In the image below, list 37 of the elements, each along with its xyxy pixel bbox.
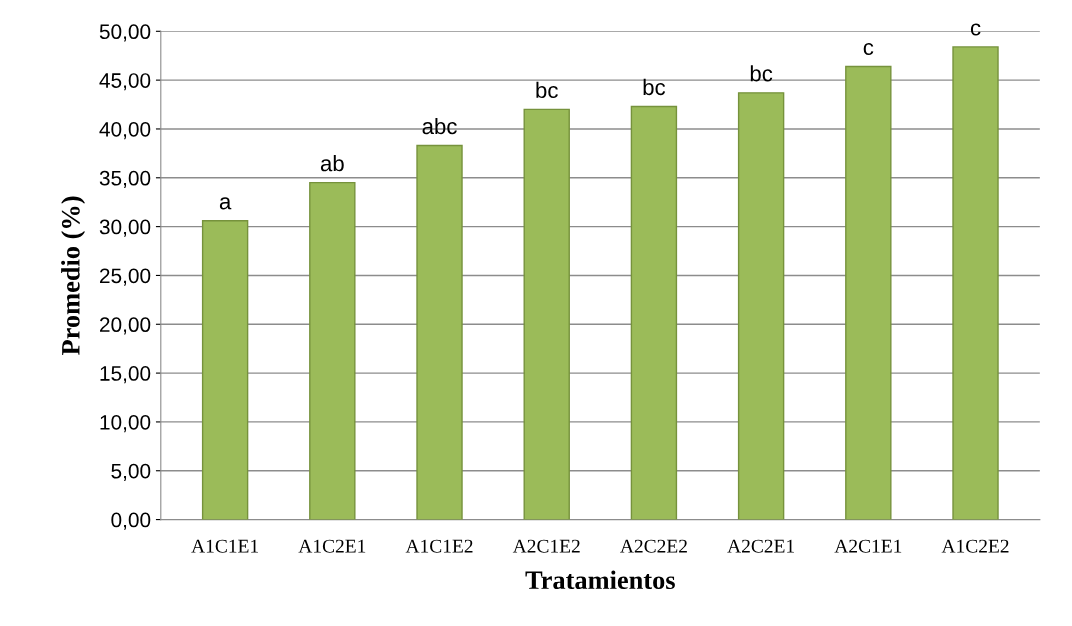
annotation: abc — [422, 117, 457, 135]
bar — [845, 65, 892, 520]
annotation: a — [219, 197, 232, 210]
y-tick-label: 0,00 — [111, 512, 151, 530]
x-tick-label: A1C1E1 — [191, 539, 258, 553]
x-tick-label: A1C1E2 — [405, 539, 473, 553]
bar — [630, 105, 678, 520]
annotation: ab — [320, 155, 344, 172]
y-tick-label: 10,00 — [100, 414, 151, 433]
bar — [737, 92, 785, 520]
annotation: c — [970, 23, 981, 36]
y-tick-label: 45,00 — [99, 73, 151, 91]
x-axis-title: Tratamientos — [525, 570, 675, 590]
x-tick-label: A2C1E2 — [512, 539, 580, 553]
y-tick-label: 35,00 — [99, 170, 151, 188]
annotation: bc — [750, 65, 773, 82]
x-tick-label: A1C2E1 — [298, 539, 366, 553]
x-tick-label: A2C2E2 — [620, 539, 687, 553]
x-tick-label: A2C1E1 — [834, 539, 902, 553]
bar — [201, 220, 249, 520]
annotation: c — [863, 42, 874, 56]
y-tick-label: 25,00 — [100, 268, 151, 286]
annotation: bc — [643, 78, 666, 96]
bar — [523, 108, 570, 520]
y-tick-label: 15,00 — [100, 366, 151, 384]
y-tick-label: 30,00 — [99, 219, 151, 237]
x-tick-label: A1C2E2 — [941, 539, 1009, 553]
x-tick-label: A2C2E1 — [727, 539, 794, 553]
y-tick-label: 20,00 — [100, 317, 151, 335]
bar — [309, 181, 356, 520]
y-tick-label: 50,00 — [99, 24, 151, 42]
y-axis-title: Promedio (%) — [61, 196, 86, 355]
y-tick-label: 5,00 — [111, 463, 151, 481]
annotation: bc — [536, 81, 558, 99]
y-tick-label: 40,00 — [99, 121, 151, 140]
bar — [416, 144, 463, 520]
bar — [952, 46, 999, 520]
